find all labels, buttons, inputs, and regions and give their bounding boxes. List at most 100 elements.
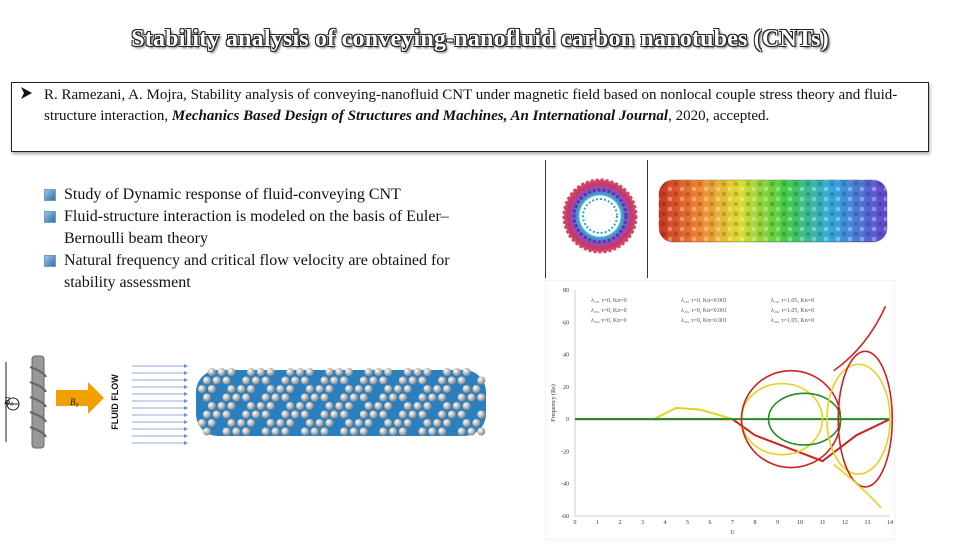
carbon-atom [202, 410, 211, 419]
carbon-atom [403, 368, 412, 376]
flow-arrow-head [184, 420, 188, 424]
carbon-atom [345, 368, 353, 376]
carbon-atom [261, 393, 270, 402]
legend-entry: λ₂₀, τ=0, Kn=0.001 [681, 308, 727, 314]
carbon-atom [281, 427, 290, 436]
carbon-atom [379, 376, 388, 385]
carbon-atom [198, 419, 206, 427]
carbon-atom [227, 368, 236, 376]
flow-arrow-head [184, 371, 188, 375]
carbon-atom [413, 402, 422, 410]
carbon-atom [374, 368, 383, 376]
carbon-atom [403, 419, 412, 427]
carbon-atom [413, 368, 422, 376]
carbon-atom [462, 419, 471, 427]
x-tick-label: 7 [731, 520, 734, 526]
flow-arrow-head [184, 364, 188, 368]
x-tick-label: 3 [641, 520, 644, 526]
series-line [653, 406, 733, 421]
carbon-atom [340, 427, 349, 436]
reference-citation: R. Ramezani, A. Mojra, Stability analysi… [20, 85, 920, 127]
x-tick-label: 1 [596, 520, 599, 526]
carbon-atom [447, 410, 456, 419]
carbon-atom [266, 385, 275, 393]
carbon-atom [281, 376, 290, 385]
carbon-atom [281, 410, 290, 419]
carbon-atom [320, 410, 329, 419]
legend-entry: λ₃₀, τ=0, Kn=0.001 [681, 318, 727, 324]
carbon-atom [438, 427, 447, 436]
carbon-atom [325, 419, 334, 427]
velocity-label: B₀ [70, 397, 79, 407]
carbon-atom [320, 427, 329, 436]
bullet-list: Study of Dynamic response of fluid-conve… [44, 184, 464, 294]
carbon-atom [408, 410, 417, 419]
x-tick-label: 2 [619, 520, 622, 526]
carbon-atom [212, 410, 221, 419]
carbon-atom [452, 368, 461, 376]
carbon-atom [247, 402, 255, 410]
chart-frame [544, 279, 896, 541]
carbon-atom [212, 376, 221, 385]
carbon-atom [477, 393, 486, 402]
carbon-atom [315, 385, 324, 393]
carbon-atom [207, 368, 216, 376]
x-tick-label: 12 [842, 520, 848, 526]
branch-loop [826, 363, 891, 475]
bullet-item: Fluid-structure interaction is modeled o… [44, 206, 464, 250]
flow-arrow-head [184, 385, 188, 389]
carbon-atom [340, 376, 349, 385]
carbon-atom [423, 419, 432, 427]
carbon-atom [428, 427, 437, 436]
carbon-atom [374, 402, 383, 410]
carbon-atom [457, 393, 466, 402]
carbon-atom [443, 385, 451, 393]
carbon-atom [320, 376, 329, 385]
carbon-atom [423, 368, 432, 376]
carbon-atom [438, 410, 447, 419]
carbon-atom [428, 393, 437, 402]
carbon-atom [443, 368, 451, 376]
carbon-atom [217, 368, 226, 376]
carbon-atom [452, 402, 461, 410]
carbon-atom [207, 385, 216, 393]
y-tick-label: 20 [563, 385, 569, 391]
carbon-atom [242, 410, 251, 419]
flow-arrow-head [184, 406, 188, 410]
carbon-atom [222, 393, 231, 402]
carbon-atom [394, 385, 402, 393]
carbon-atom [398, 393, 407, 402]
carbon-atom [266, 368, 275, 376]
x-tick-label: 6 [709, 520, 712, 526]
carbon-atom [349, 393, 358, 402]
carbon-atom [359, 410, 368, 419]
frequency-chart: 0 1 2 3 4 5 6 7 8 9 10 11 12 13 14 80 60 40 20 0 -20 -40 -60 U F… [544, 279, 896, 541]
carbon-atom [237, 385, 246, 393]
flow-arrow-head [184, 399, 188, 403]
carbon-atom [281, 393, 290, 402]
carbon-atom [384, 402, 393, 410]
flow-arrow-head [184, 413, 188, 417]
carbon-atom [418, 376, 427, 385]
bullet-item: Study of Dynamic response of fluid-conve… [44, 184, 464, 206]
carbon-atom [457, 427, 466, 436]
carbon-atom [438, 393, 447, 402]
carbon-atom [325, 385, 334, 393]
y-tick-label: 60 [563, 320, 569, 326]
carbon-atom [457, 376, 466, 385]
legend-entry: λ₁₀, τ=0, Kn=0 [591, 298, 627, 304]
carbon-atom [423, 385, 432, 393]
carbon-atom [477, 410, 486, 419]
carbon-atom [340, 410, 349, 419]
x-tick-label: 0 [574, 520, 577, 526]
carbon-atom [320, 393, 329, 402]
carbon-atom [286, 419, 295, 427]
carbon-atom [315, 419, 324, 427]
arrow-bullet-icon [20, 85, 34, 108]
carbon-atom [300, 376, 309, 385]
carbon-atom [369, 410, 378, 419]
carbon-atom [364, 368, 373, 376]
branch-curve [833, 463, 882, 509]
carbon-atom [330, 410, 339, 419]
carbon-atom [261, 376, 270, 385]
